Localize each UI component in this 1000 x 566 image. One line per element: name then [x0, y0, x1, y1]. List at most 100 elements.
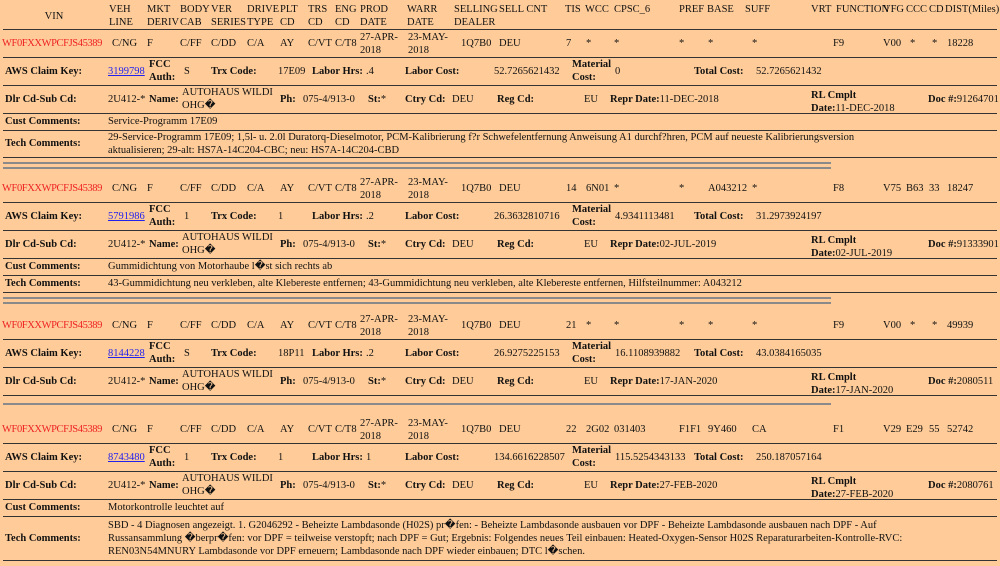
- column-header-trs-cd: TRS CD: [308, 4, 328, 28]
- column-header-cpsc: CPSC_6: [614, 4, 651, 15]
- material-cost-value: 16.1108939882: [615, 347, 681, 359]
- cell-vin: WF0FXXWPCFJS45389: [2, 424, 102, 435]
- doc-number: Doc #: 2080761: [928, 471, 994, 499]
- labor-cost-value: 26.3632810716: [494, 210, 560, 222]
- column-header-ver-series: VER SERIES: [211, 4, 247, 28]
- cell-cd: 55: [929, 424, 940, 435]
- name-label: Name:: [149, 479, 179, 491]
- labor-hrs-value: 1: [366, 451, 372, 463]
- cell-suff: CA: [752, 424, 767, 435]
- cell-cd: *: [932, 38, 938, 49]
- row-divider: [3, 157, 997, 158]
- column-header-suff: SUFF: [745, 4, 771, 15]
- total-cost-value: 31.2973924197: [756, 210, 822, 222]
- reg-cd-label: Reg Cd:: [497, 375, 535, 387]
- cell-ver-series: C/DD: [211, 320, 237, 331]
- aws-claim-key-link[interactable]: 5791986: [108, 210, 145, 222]
- state-label: St:: [368, 375, 381, 387]
- rl-cmplt-date-value: 17-JAN-2020: [835, 385, 894, 396]
- dlr-cd-label: Dlr Cd-Sub Cd:: [5, 375, 77, 387]
- reg-cd-label: Reg Cd:: [497, 93, 535, 105]
- cell-vrt: F9: [833, 320, 845, 331]
- trx-code-value: 1: [278, 451, 284, 463]
- cell-selling-dealer: 1Q7B0: [461, 183, 492, 194]
- aws-claim-key-link[interactable]: 3199798: [108, 65, 145, 77]
- row-divider: [3, 29, 997, 30]
- column-header-function: FUNCTION: [836, 4, 890, 15]
- cell-base: *: [708, 38, 714, 49]
- cell-sell-cnt: DEU: [499, 424, 521, 435]
- row-divider: [3, 57, 997, 58]
- aws-claim-key-label: AWS Claim Key:: [5, 451, 82, 463]
- ctry-cd-label: Ctry Cd:: [405, 238, 446, 250]
- repr-date-label: Repr Date:: [610, 479, 660, 491]
- dealer-row: Dlr Cd-Sub Cd: 2U412-* Name: AUTOHAUS WILDI…: [0, 85, 1000, 114]
- rl-cmplt-date-value: 02-JUL-2019: [835, 248, 893, 259]
- cell-selling-dealer: 1Q7B0: [461, 38, 492, 49]
- aws-claim-key-link[interactable]: 8743480: [108, 451, 145, 463]
- reg-cd-label: Reg Cd:: [497, 479, 535, 491]
- column-header-eng-cd: ENG CD: [335, 4, 357, 28]
- dlr-cd-value: 2U412-*: [108, 238, 146, 250]
- row-divider: [3, 275, 997, 276]
- labor-cost-label: Labor Cost:: [405, 65, 460, 77]
- row-divider: [3, 560, 997, 561]
- state: St: *: [368, 367, 386, 395]
- claim-cost-row: AWS Claim Key: 8144228 FCC Auth: S Trx Code:…: [0, 339, 1000, 367]
- cell-body-cab: C/FF: [180, 424, 202, 435]
- cell-drive-type: C/A: [247, 320, 265, 331]
- labor-cost-label: Labor Cost:: [405, 210, 460, 222]
- material-cost-value: 115.5254343133: [615, 451, 686, 463]
- aws-claim-key-label: AWS Claim Key:: [5, 347, 82, 359]
- cell-pref: *: [679, 38, 685, 49]
- fcc-auth-value: 1: [184, 210, 190, 222]
- state-value: *: [380, 93, 387, 105]
- tech-comments-value: 43-Gummidichtung neu verkleben, alte Kle…: [108, 278, 742, 289]
- cell-drive-type: C/A: [247, 183, 265, 194]
- cell-warr-date: 23-MAY-2018: [408, 313, 448, 338]
- total-cost-label: Total Cost:: [694, 451, 744, 463]
- row-divider: [3, 85, 997, 86]
- rl-cmplt-date-label: RL Cmplt Date:: [811, 235, 857, 259]
- cell-cpsc: 031403: [614, 424, 646, 435]
- row-divider: [3, 403, 831, 405]
- repr-date-value: 02-JUL-2019: [659, 238, 717, 250]
- labor-hrs-label: Labor Hrs:: [312, 347, 363, 359]
- material-cost-label: Material Cost:: [572, 341, 612, 365]
- cell-cd: *: [932, 320, 938, 331]
- doc-number-value: 91264701: [956, 93, 999, 105]
- phone-value: 075-4/913-0: [303, 375, 355, 387]
- labor-hrs-value: .2: [366, 347, 374, 359]
- trx-code-label: Trx Code:: [211, 451, 257, 463]
- dealer-name-value: AUTOHAUS WILDI OHG�: [182, 473, 273, 497]
- cell-eng-cd: C/T8: [335, 424, 357, 435]
- dealer-name-value: AUTOHAUS WILDI OHG�: [182, 87, 273, 111]
- cell-suff: *: [752, 183, 758, 194]
- cell-cd: 33: [929, 183, 940, 194]
- trx-code-value: 17E09: [278, 65, 306, 77]
- cust-comments-label: Cust Comments:: [5, 116, 81, 127]
- row-divider: [3, 162, 831, 164]
- column-header-dist: DIST(Miles): [945, 4, 1000, 15]
- material-cost-label: Material Cost:: [572, 204, 612, 228]
- cell-wcc: *: [586, 38, 592, 49]
- cell-base: A043212: [708, 183, 748, 194]
- claim-data-row: WF0FXXWPCFJS45389 C/NG F C/FF C/DD C/A AY C/VT C…: [0, 175, 1000, 202]
- cust-comments-label: Cust Comments:: [5, 261, 81, 272]
- dlr-cd-label: Dlr Cd-Sub Cd:: [5, 238, 77, 250]
- cell-ccc: E29: [906, 424, 923, 435]
- cell-plt-cd: AY: [280, 320, 295, 331]
- phone-label: Ph:: [280, 479, 296, 491]
- dlr-cd-label: Dlr Cd-Sub Cd:: [5, 479, 77, 491]
- aws-claim-key-link[interactable]: 8144228: [108, 347, 145, 359]
- cell-eng-cd: C/T8: [335, 320, 357, 331]
- cell-drive-type: C/A: [247, 424, 265, 435]
- rl-cmplt-date: RL Cmplt Date:02-JUL-2019: [811, 230, 896, 262]
- trx-code-value: 1: [278, 210, 284, 222]
- phone-value: 075-4/913-0: [303, 238, 355, 250]
- column-header-cd: CD: [929, 4, 944, 15]
- phone-value: 075-4/913-0: [303, 93, 355, 105]
- labor-hrs-label: Labor Hrs:: [312, 210, 363, 222]
- cell-wcc: *: [586, 320, 592, 331]
- row-divider: [3, 297, 831, 299]
